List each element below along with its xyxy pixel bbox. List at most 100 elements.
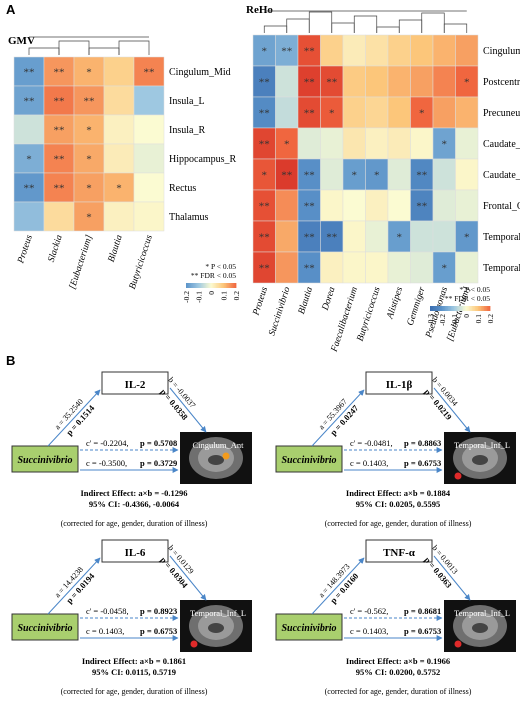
reho-legend-note-fdr: ** FDR < 0.05 [445, 294, 490, 303]
reho-row-label: Frontal_Orb_R [483, 201, 520, 212]
gmv-cell [133, 201, 165, 232]
reho-dendrogram-link [398, 19, 423, 33]
reho-legend-swatch [434, 306, 437, 311]
reho-legend-swatch [473, 306, 476, 311]
indirect-effect: Indirect Effect: a×b = 0.1861 [82, 656, 186, 666]
gmv-legend-tick: 0.1 [220, 291, 229, 301]
reho-cell-mark: * [397, 232, 403, 244]
gmv-dendrogram-link [58, 40, 90, 55]
gmv-row-label: Insula_R [169, 125, 205, 136]
reho-legend-swatch [449, 306, 452, 311]
gmv-cell-mark: ** [144, 67, 155, 79]
reho-legend-swatch [439, 306, 441, 311]
gmv-cell-mark: ** [54, 67, 65, 79]
reho-cell [342, 34, 366, 67]
reho-cell [410, 220, 434, 253]
reho-cell [432, 65, 456, 98]
gmv-cell [103, 143, 135, 174]
reho-cell-mark: ** [259, 139, 270, 151]
brain-region-label: Temporal_Inf_L [454, 608, 510, 618]
reho-cell-mark: ** [259, 77, 270, 89]
reho-cell-mark: * [464, 77, 470, 89]
gmv-cell [13, 85, 45, 116]
reho-cell [297, 127, 321, 160]
gmv-column-label: Slackia [47, 234, 65, 264]
reho-cell [410, 34, 434, 67]
reho-cell-mark: * [329, 108, 335, 120]
reho-legend-swatch [472, 306, 474, 311]
reho-legend-swatch [475, 306, 477, 311]
reho-cell-mark: * [352, 170, 358, 182]
gmv-cell [133, 56, 165, 87]
gmv-cell-mark: * [86, 212, 92, 224]
reho-row-label: Caudate_R [483, 170, 520, 181]
gmv-dendrogram-link [118, 40, 150, 55]
reho-cell-mark: ** [416, 170, 427, 182]
gmv-cell-mark: ** [54, 183, 65, 195]
reho-row-label: Precuneus_R [483, 108, 520, 119]
gmv-legend-swatch [196, 283, 198, 288]
path-c-prime-coefficient: c' = -0.0481, [350, 438, 393, 448]
gmv-column-label: Blautia [107, 234, 125, 264]
predictor-label: Succinivibrio [281, 455, 336, 466]
gmv-dendrogram-link [88, 47, 120, 55]
reho-cell [387, 96, 411, 129]
gmv-legend-swatch [224, 283, 227, 288]
reho-cell [455, 251, 479, 284]
predictor-box [11, 613, 79, 641]
reho-dendrogram-link [353, 15, 378, 33]
reho-legend-swatch [452, 306, 455, 311]
reho-column-label: Proteus [251, 286, 270, 318]
reho-cell [410, 251, 434, 284]
reho-cell [455, 189, 479, 222]
reho-legend-swatch [458, 306, 461, 311]
gmv-legend-swatch [209, 283, 212, 288]
gmv-row-label: Thalamus [169, 212, 209, 223]
reho-legend-swatch [466, 306, 468, 311]
reho-cell [342, 127, 366, 160]
reho-cell-mark: ** [326, 77, 337, 89]
gmv-column-label: Proteus [16, 234, 35, 266]
gmv-cell-mark: * [86, 183, 92, 195]
gmv-legend-swatch [211, 283, 213, 288]
reho-cell-mark: * [442, 263, 448, 275]
reho-cell [365, 220, 389, 253]
reho-cell [365, 96, 389, 129]
reho-row-label: Cingulum_Ant [483, 46, 520, 57]
gmv-legend-note-fdr: ** FDR < 0.05 [191, 271, 236, 280]
reho-cell-mark: ** [259, 263, 270, 275]
indirect-effect: Indirect Effect: a×b = 0.1884 [346, 488, 451, 498]
gmv-legend-swatch [194, 283, 197, 288]
reho-column-label: Succinivibrio [267, 286, 292, 338]
reho-legend-swatch [481, 306, 483, 311]
reho-cell-mark: ** [259, 201, 270, 213]
gmv-legend-swatch [203, 283, 206, 288]
reho-cell [320, 189, 344, 222]
gmv-legend-swatch [206, 283, 208, 288]
path-c-p-value: p = 0.6753 [404, 458, 441, 468]
reho-legend-swatch [461, 306, 464, 311]
gmv-cell [43, 85, 75, 116]
covariate-note: (corrected for age, gender, duration of … [325, 519, 472, 528]
reho-cell [432, 34, 456, 67]
reho-cell [275, 189, 299, 222]
reho-cell-mark: ** [304, 108, 315, 120]
reho-cell [365, 251, 389, 284]
confidence-interval: 95% CI: -0.4366, -0.0064 [89, 499, 180, 509]
reho-cell [365, 65, 389, 98]
reho-cell-mark: ** [281, 170, 292, 182]
gmv-cell [13, 56, 45, 87]
path-c-coefficient: c = 0.1403, [350, 626, 388, 636]
gmv-cell-mark: * [116, 183, 122, 195]
reho-legend-swatch [430, 306, 432, 311]
path-c-prime-p-value: p = 0.8923 [140, 606, 177, 616]
brain-ventricle [208, 455, 224, 465]
gmv-cell-mark: * [86, 154, 92, 166]
reho-cell [387, 251, 411, 284]
brain-activation-spot [190, 640, 198, 648]
gmv-legend-swatch [229, 283, 232, 288]
gmv-legend-swatch [212, 283, 214, 288]
gmv-cell [133, 143, 165, 174]
predictor-label: Succinivibrio [17, 455, 72, 466]
